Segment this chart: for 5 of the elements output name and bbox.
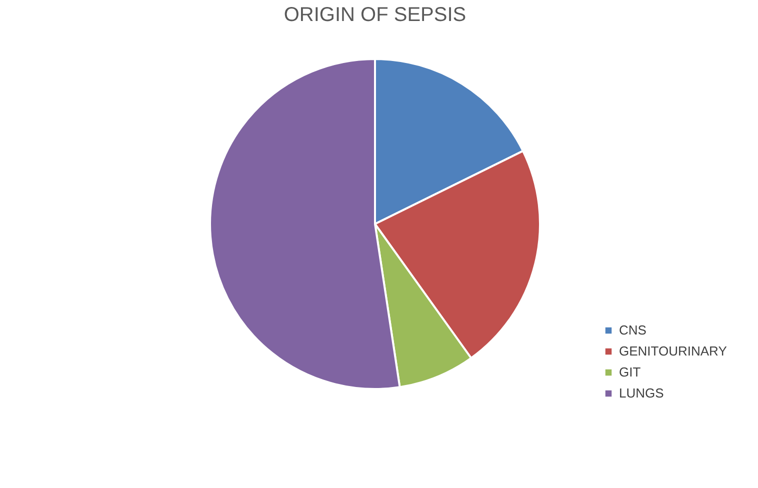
- legend-label: GIT: [619, 364, 641, 380]
- chart-title: ORIGIN OF SEPSIS: [284, 4, 466, 26]
- legend-label: GENITOURINARY: [619, 344, 728, 358]
- legend-label: LUNGS: [619, 386, 664, 400]
- legend-label: CNS: [619, 322, 647, 338]
